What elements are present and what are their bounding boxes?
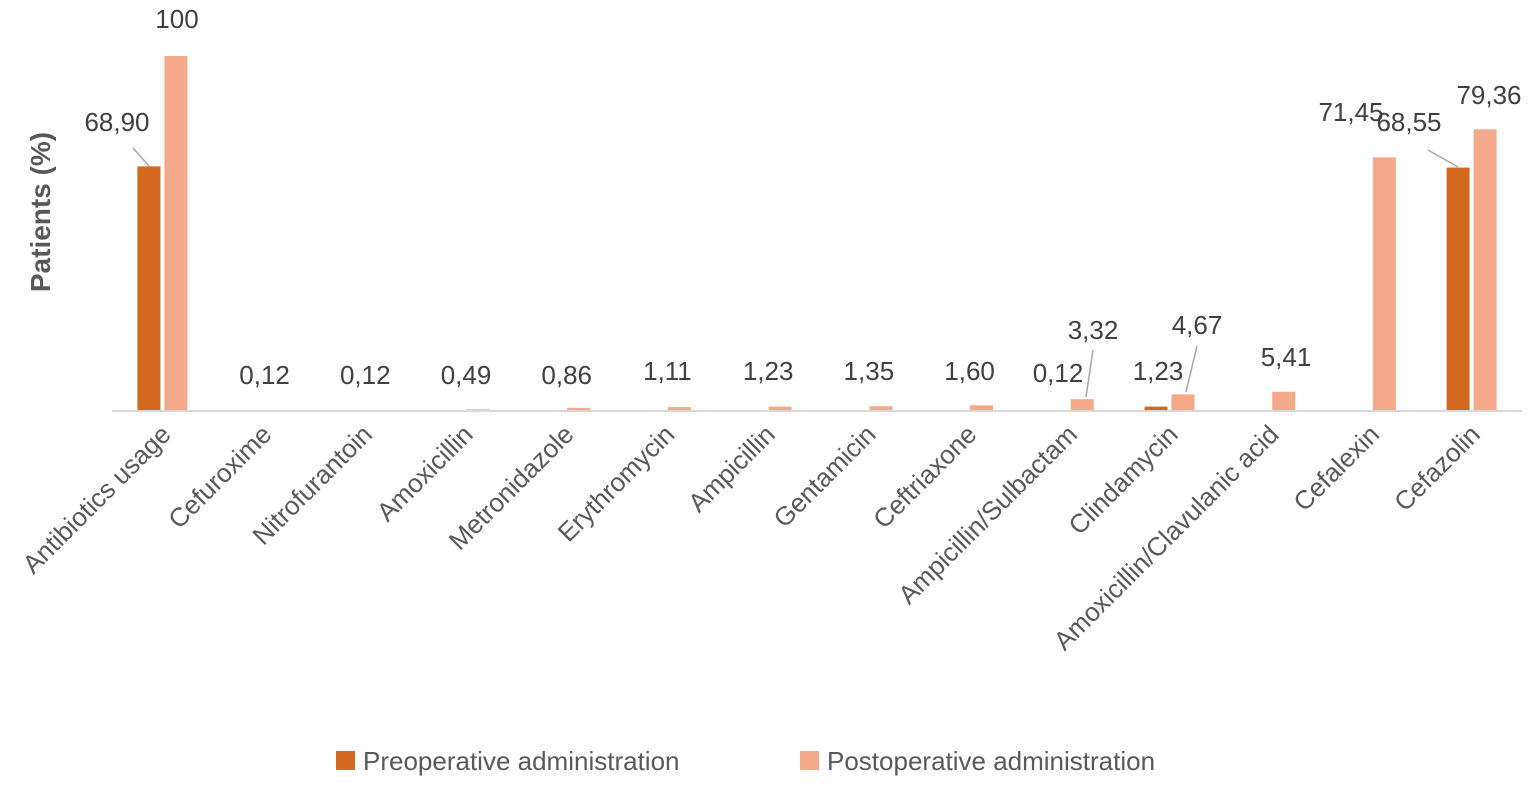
data-label-postoperative: 1,11 (643, 356, 692, 386)
data-label-preoperative: 68,90 (84, 107, 149, 137)
bar-preoperative (1446, 167, 1470, 411)
legend-swatch-preoperative (336, 751, 355, 770)
bar-postoperative (970, 405, 994, 411)
bar-postoperative (1372, 157, 1396, 411)
bar-postoperative (164, 56, 188, 411)
data-label-postoperative: 71,45 (1318, 97, 1383, 127)
legend-swatch-postoperative (800, 751, 819, 770)
data-label-postoperative: 3,32 (1068, 315, 1119, 345)
leader-line (1185, 345, 1198, 393)
x-tick-label: Antibiotics usage (16, 419, 176, 579)
x-tick-label: Cefalexin (1287, 419, 1385, 517)
bar-postoperative (1473, 129, 1497, 412)
data-label-postoperative: 100 (155, 4, 198, 34)
bar-postoperative (1171, 394, 1195, 411)
data-label-postoperative: 0,86 (541, 360, 592, 390)
leader-line (1427, 149, 1459, 168)
data-label-postoperative: 1,23 (743, 356, 794, 386)
data-label-postoperative: 1,35 (844, 356, 895, 386)
data-label-postoperative: 0,12 (239, 360, 290, 390)
x-tick-label: Ampicillin (682, 419, 781, 518)
data-label-postoperative: 5,41 (1261, 342, 1312, 372)
data-labels-layer: 68,90 100 0,12 0,12 0,49 0,86 1,11 1,23 1,35 1,60… (84, 4, 1521, 390)
data-label-postoperative: 4,67 (1172, 310, 1223, 340)
bar-postoperative (1070, 399, 1094, 411)
legend-label-postoperative: Postoperative administration (827, 746, 1155, 776)
leader-line (132, 147, 150, 167)
x-tick-label: Cefazolin (1388, 419, 1486, 517)
data-label-preoperative: 68,55 (1376, 107, 1441, 137)
data-label-postoperative: 0,49 (441, 360, 492, 390)
leader-lines-layer (132, 147, 1459, 398)
data-label-postoperative: 79,36 (1456, 80, 1521, 110)
data-label-postoperative: 1,60 (944, 356, 995, 386)
bar-postoperative (667, 407, 691, 411)
bar-postoperative (869, 406, 893, 411)
y-axis-title: Patients (%) (25, 132, 56, 292)
bars-layer (137, 56, 1497, 412)
x-tick-label: Ampicillin/Sulbactam (892, 419, 1083, 610)
bar-preoperative (137, 166, 161, 411)
bar-preoperative (1144, 406, 1168, 411)
legend-label-preoperative: Preoperative administration (363, 746, 680, 776)
leader-line (1085, 349, 1094, 398)
x-tick-label: Gentamicin (767, 419, 881, 533)
bar-postoperative (1272, 391, 1296, 411)
data-label-preoperative: 1,23 (1133, 356, 1184, 386)
x-tick-labels-layer: Antibiotics usageCefuroximeNitrofurantoi… (16, 419, 1485, 656)
data-label-postoperative: 0,12 (340, 360, 391, 390)
data-label-preoperative: 0,12 (1033, 358, 1084, 388)
bar-postoperative (567, 407, 591, 411)
bar-postoperative (768, 406, 792, 411)
x-tick-label: Amoxicillin (371, 419, 479, 527)
legend: Preoperative administration Postoperativ… (336, 746, 1155, 776)
